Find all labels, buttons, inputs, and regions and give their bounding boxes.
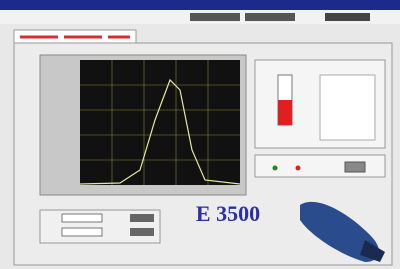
- title-bar: [0, 0, 400, 10]
- toolbar-button[interactable]: [245, 13, 295, 21]
- toolbar-button[interactable]: [190, 13, 240, 21]
- status-led: [296, 166, 301, 171]
- input-field[interactable]: [62, 214, 102, 222]
- options-box: [320, 75, 375, 140]
- switch[interactable]: [345, 162, 365, 172]
- app-window: E 3500: [0, 0, 400, 269]
- logo-text: E 3500: [196, 201, 260, 226]
- input-field[interactable]: [62, 228, 102, 236]
- status-led: [273, 166, 278, 171]
- thermometer-fill: [278, 100, 292, 125]
- toolbar-button[interactable]: [325, 13, 370, 21]
- plot-area: [80, 60, 240, 185]
- page: {"window": {"logo_text": "E 3500"}} E 35…: [0, 0, 400, 269]
- button[interactable]: [130, 228, 154, 236]
- button[interactable]: [130, 214, 154, 222]
